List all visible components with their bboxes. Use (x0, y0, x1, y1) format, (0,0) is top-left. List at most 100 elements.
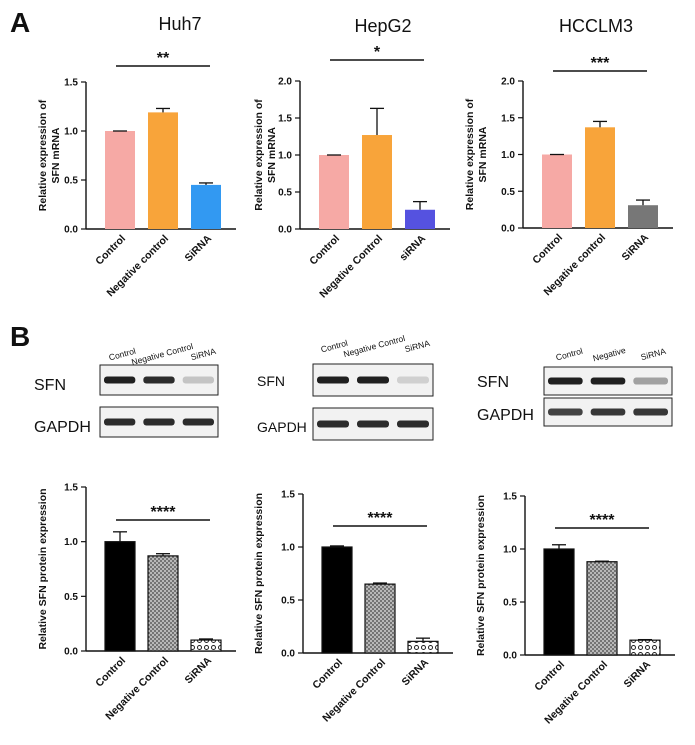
blot-lane-label: SiRNA (640, 346, 668, 362)
y-axis-label: Relative SFN protein expression (253, 493, 265, 654)
blot-row-label-gapdh: GAPDH (257, 419, 307, 435)
band-gapdh-2 (143, 418, 175, 426)
chart-6: 0.0 0.5 1.0 1.5 Relative SFN protein express… (475, 492, 675, 727)
band-sfn-2 (590, 377, 626, 385)
y-tick-label: 1.5 (281, 490, 295, 501)
band-gapdh-3 (397, 420, 429, 428)
panel-label-a: A (10, 7, 30, 38)
x-tick-label: siRNA (397, 232, 428, 263)
y-axis-label-line: SFN mRNA (50, 127, 62, 183)
blot-row-label-sfn: SFN (34, 377, 66, 394)
chart-title: Huh7 (158, 14, 201, 34)
x-tick-label: Control (310, 657, 345, 692)
y-tick-label: 0.5 (503, 598, 517, 609)
band-sfn-2 (357, 376, 389, 384)
bar-3 (628, 205, 658, 228)
x-tick-label: SiRNA (183, 232, 215, 264)
bar-2 (586, 561, 618, 656)
bar-3 (190, 639, 222, 652)
x-tick-label: SiRNA (400, 656, 432, 688)
band-sfn-3 (182, 376, 214, 384)
blot-row-label-sfn: SFN (477, 374, 509, 391)
y-tick-label: 0.0 (281, 649, 295, 660)
y-axis-label: Relative expression ofSFN mRNA (37, 99, 62, 211)
y-tick-label: 0.0 (64, 225, 78, 236)
blot-lane-label: Negative Control (342, 333, 406, 359)
blot-lane-label: Negative (592, 345, 627, 363)
blot-row-label-sfn: SFN (257, 373, 285, 389)
significance-label: **** (368, 510, 394, 527)
chart-3: HCCLM3 0.0 0.5 1.0 1.5 2.0 Relative expression… (464, 16, 673, 298)
bar-2 (147, 555, 179, 652)
bar-1 (542, 154, 572, 228)
y-tick-label: 0.5 (278, 188, 292, 199)
y-tick-label: 1.0 (64, 537, 78, 548)
y-tick-label: 1.5 (503, 492, 517, 503)
y-axis-label-line: Relative expression of (253, 99, 265, 211)
band-sfn-3 (397, 376, 429, 384)
significance-label: *** (591, 55, 610, 72)
y-axis-label: Relative SFN protein expression (37, 488, 49, 649)
y-tick-label: 1.5 (64, 78, 78, 89)
band-gapdh-2 (590, 408, 626, 416)
band-gapdh-1 (104, 418, 136, 426)
bar-2 (148, 112, 178, 229)
y-tick-label: 0.5 (501, 187, 515, 198)
x-tick-label: Control (530, 232, 565, 267)
bar-3 (191, 184, 221, 229)
bar-1 (321, 546, 353, 654)
y-axis-label-line: SFN mRNA (266, 127, 278, 183)
bar-2 (362, 135, 392, 229)
y-axis-label-line: Relative expression of (37, 99, 49, 211)
x-tick-label: Control (93, 655, 128, 690)
y-axis-label: Relative expression ofSFN mRNA (464, 98, 489, 210)
band-gapdh-1 (317, 420, 349, 428)
panel-label-b: B (10, 321, 30, 352)
y-tick-label: 0.5 (64, 176, 78, 187)
y-tick-label: 0.5 (281, 596, 295, 607)
y-tick-label: 1.0 (281, 543, 295, 554)
blot-lane-label: SiRNA (190, 346, 218, 362)
blot-row-label-gapdh: GAPDH (34, 419, 91, 436)
band-sfn-2 (143, 376, 175, 384)
y-tick-label: 1.0 (64, 127, 78, 138)
chart-5: 0.0 0.5 1.0 1.5 Relative SFN protein express… (253, 490, 453, 725)
y-tick-label: 1.0 (501, 150, 515, 161)
y-tick-label: 0.0 (278, 225, 292, 236)
band-gapdh-3 (182, 418, 214, 426)
y-axis-label: Relative expression ofSFN mRNA (253, 99, 278, 211)
band-gapdh-1 (548, 408, 583, 416)
band-gapdh-3 (633, 408, 668, 416)
y-axis-label-line: Relative SFN protein expression (475, 495, 487, 656)
blot-row-label-gapdh: GAPDH (477, 407, 534, 424)
band-sfn-3 (633, 377, 668, 385)
band-sfn-1 (317, 376, 349, 384)
significance-label: **** (590, 512, 616, 529)
bar-1 (105, 131, 135, 229)
y-axis-label-line: Relative SFN protein expression (253, 493, 265, 654)
y-tick-label: 0.0 (503, 651, 517, 662)
x-tick-label: SiRNA (620, 231, 652, 263)
bar-1 (543, 548, 575, 656)
chart-title: HCCLM3 (559, 16, 633, 36)
y-tick-label: 0.5 (64, 592, 78, 603)
x-tick-label: Control (532, 659, 567, 694)
blot-3: SFN GAPDH Control Negative SiRNA (477, 345, 673, 427)
band-gapdh-2 (357, 420, 389, 428)
y-tick-label: 1.5 (501, 113, 515, 124)
bar-3 (407, 640, 439, 654)
chart-title: HepG2 (354, 16, 411, 36)
bar-1 (319, 155, 349, 229)
x-tick-label: Control (307, 233, 342, 268)
blot-lane-label: Negative Control (130, 341, 194, 367)
bar-3 (405, 209, 435, 229)
bar-3 (629, 639, 661, 656)
significance-label: **** (151, 504, 177, 521)
y-tick-label: 1.5 (278, 114, 292, 125)
significance-label: * (374, 44, 381, 61)
y-tick-label: 2.0 (278, 77, 292, 88)
significance-label: ** (157, 50, 170, 67)
